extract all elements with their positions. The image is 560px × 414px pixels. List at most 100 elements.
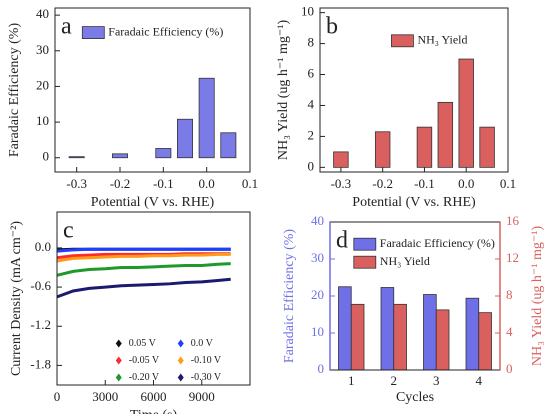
x-axis-label: Time (s) [130, 408, 178, 414]
bar [478, 312, 492, 371]
bar [465, 297, 480, 371]
y-axis-label: Faradaic Efficiency (%) [7, 23, 22, 158]
legend-swatch [353, 237, 377, 251]
x-tick-label: 2 [391, 373, 398, 388]
legend-label: Faradaic Efficiency (%) [108, 24, 223, 38]
legend-label: NH₃ Yield [417, 33, 467, 47]
x-axis-label: Potential (V vs. RHE) [91, 195, 215, 210]
bar [393, 303, 407, 371]
x-tick-label: 0.1 [242, 176, 258, 191]
y-tick-label: 6 [308, 66, 315, 81]
y-tick-label: -1.8 [30, 356, 51, 371]
bar [380, 287, 395, 371]
y-tick-label: 0.0 [35, 239, 51, 254]
bar [416, 126, 433, 168]
x-tick-label: -0.1 [414, 176, 435, 191]
y-axis-label: NH₃ Yield (ug h⁻¹ mg⁻¹) [276, 20, 291, 161]
bar [479, 126, 495, 168]
legend-label: 0.0 V [191, 338, 214, 349]
bar [374, 131, 391, 168]
bar [350, 303, 365, 371]
y-tick-label: 10 [311, 324, 324, 339]
y-tick-label: -1.2 [30, 317, 51, 332]
y-tick-label: 2 [308, 127, 315, 142]
x-tick-label: -0.3 [331, 176, 352, 191]
y-tick-label: -0.6 [30, 278, 51, 293]
plot-frame [54, 7, 251, 173]
x-tick-label: -0.1 [153, 176, 174, 191]
panel-label: a [61, 14, 72, 40]
legend-label: 0.05 V [129, 338, 157, 349]
series-line [56, 247, 231, 253]
y-tick-label: 0 [308, 158, 315, 173]
y2-tick-label: 0 [506, 361, 513, 376]
y-tick-label: 10 [36, 113, 49, 128]
legend-swatch [391, 34, 414, 48]
legend-label: Faradaic Efficiency (%) [380, 236, 495, 250]
x-tick-label: 4 [476, 373, 483, 388]
plot-frame [319, 7, 509, 173]
x-tick-label: 1 [348, 373, 355, 388]
x-tick-label: 0 [54, 389, 61, 404]
y-axis-label: Current Density (mA cm⁻²) [9, 221, 24, 376]
legend-marker [115, 373, 122, 382]
x-tick-label: -0.3 [66, 176, 87, 191]
bar [68, 156, 85, 159]
x-tick-label: 0.1 [500, 176, 516, 191]
bar [155, 148, 172, 159]
legend-label: -0.05 V [129, 355, 160, 366]
x-axis-label: Potential (V vs. RHE) [352, 195, 476, 210]
bar [437, 101, 454, 168]
y-tick-label: 30 [311, 250, 324, 265]
panel-label: b [326, 14, 338, 40]
x-tick-label: 6000 [141, 389, 167, 404]
legend-label: -0.30 V [191, 372, 222, 383]
x-tick-label: 0.0 [199, 176, 215, 191]
bar [177, 118, 193, 159]
y-tick-label: 8 [308, 35, 315, 50]
y2-axis-label: NH₃ Yield (ug h⁻¹ mg⁻¹) [530, 226, 545, 367]
bar [220, 132, 237, 159]
bar [423, 294, 437, 371]
x-tick-label: 3 [433, 373, 440, 388]
series-line [56, 277, 231, 299]
legend-label: -0.10 V [191, 355, 222, 366]
x-axis-label: Cycles [396, 390, 434, 405]
x-tick-label: 0.0 [458, 176, 474, 191]
y-tick-label: 0 [43, 149, 50, 164]
y-tick-label: 20 [311, 287, 324, 302]
bar [435, 309, 450, 371]
bar [112, 153, 128, 159]
x-tick-label: 9000 [189, 389, 215, 404]
panel-label: c [63, 218, 74, 244]
y-tick-label: 10 [301, 4, 314, 19]
y-tick-label: 20 [36, 77, 49, 92]
bar [333, 151, 349, 168]
y-tick-label: 30 [36, 42, 49, 57]
series-line [56, 252, 231, 263]
legend-swatch [353, 255, 377, 269]
legend-swatch [81, 26, 105, 40]
y-tick-label: 0 [318, 361, 325, 376]
legend-marker [115, 339, 122, 348]
panel-label: d [336, 228, 348, 254]
legend-label: NH₃ Yield [380, 254, 430, 268]
y-tick-label: 40 [36, 6, 49, 21]
series-line [56, 262, 231, 277]
bar [338, 286, 352, 371]
legend-marker [177, 373, 184, 382]
bar [198, 77, 215, 159]
y2-tick-label: 12 [506, 250, 519, 265]
y2-tick-label: 4 [506, 324, 513, 339]
legend-label: -0.20 V [129, 372, 160, 383]
x-tick-label: 3000 [92, 389, 118, 404]
legend-marker [115, 356, 122, 365]
y2-tick-label: 16 [506, 213, 520, 228]
y-tick-label: 40 [311, 213, 324, 228]
x-tick-label: -0.2 [110, 176, 131, 191]
x-tick-label: -0.2 [372, 176, 393, 191]
y2-tick-label: 8 [506, 287, 513, 302]
legend-marker [177, 356, 184, 365]
bar [458, 58, 474, 168]
